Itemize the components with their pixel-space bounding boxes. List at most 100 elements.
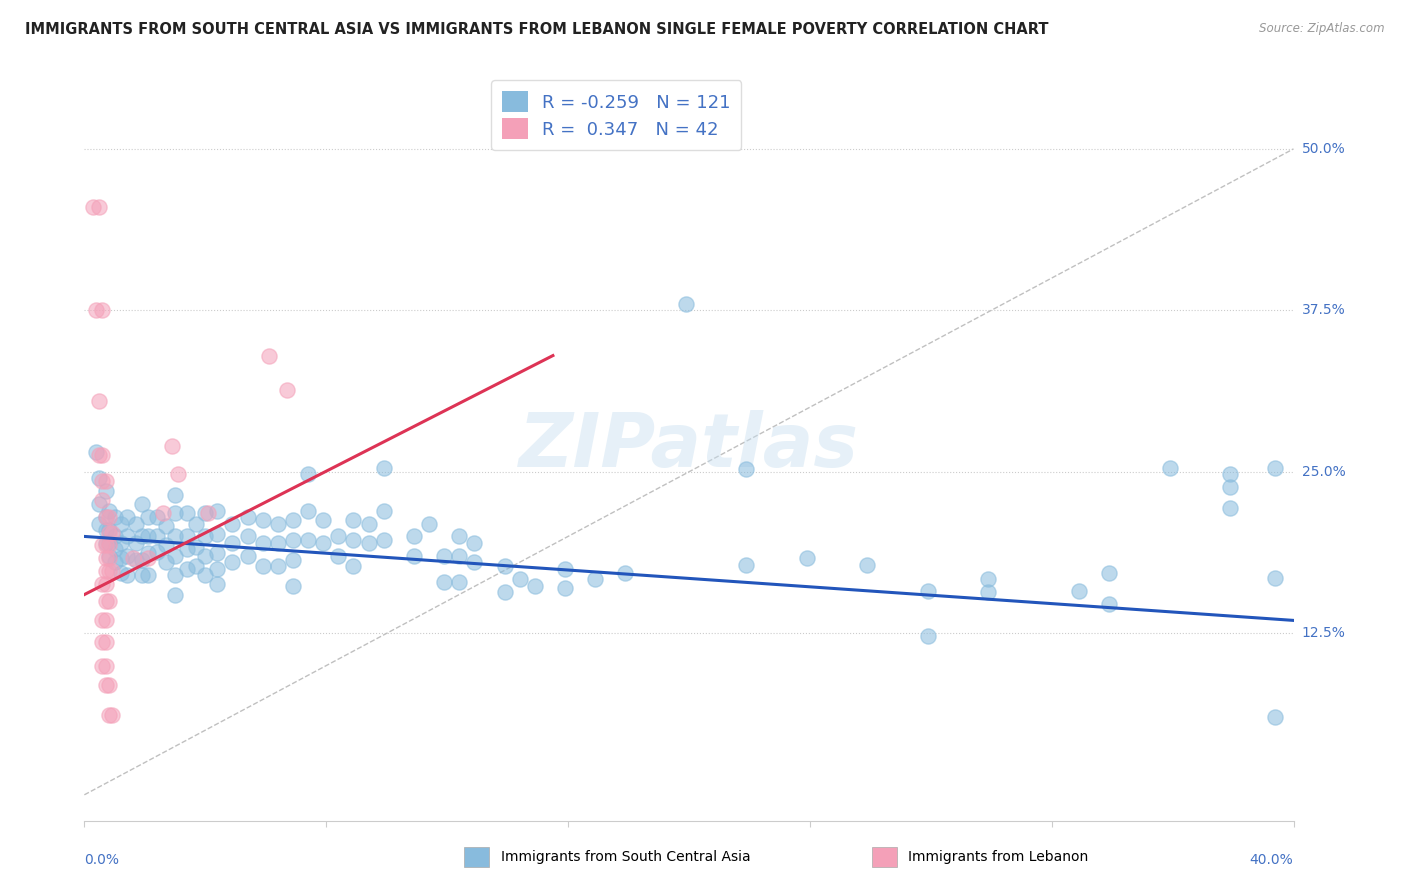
Point: [136, 529, 159, 543]
Point: [342, 513, 364, 527]
Point: [136, 568, 159, 582]
Point: [342, 533, 364, 548]
Point: [165, 488, 187, 502]
Point: [449, 529, 471, 543]
Point: [197, 506, 219, 520]
Point: [297, 467, 319, 482]
Point: [94, 551, 117, 566]
Point: [165, 529, 187, 543]
Bar: [464, 847, 489, 867]
Text: 0.0%: 0.0%: [84, 853, 120, 867]
Point: [94, 539, 117, 553]
Point: [236, 529, 259, 543]
Point: [194, 549, 217, 563]
Point: [373, 461, 395, 475]
Point: [554, 562, 576, 576]
Point: [155, 519, 177, 533]
Point: [373, 533, 395, 548]
Point: [91, 635, 114, 649]
Text: ZIPatlas: ZIPatlas: [519, 409, 859, 483]
Point: [194, 529, 217, 543]
Point: [186, 540, 208, 554]
Point: [165, 549, 187, 563]
Legend: R = -0.259   N = 121, R =  0.347   N = 42: R = -0.259 N = 121, R = 0.347 N = 42: [492, 80, 741, 150]
Point: [1219, 467, 1241, 482]
Point: [449, 574, 471, 589]
Point: [402, 549, 425, 563]
Point: [221, 516, 243, 531]
Point: [91, 474, 114, 488]
Point: [297, 533, 319, 548]
Point: [1159, 461, 1181, 475]
Point: [91, 303, 114, 318]
Point: [165, 506, 187, 520]
Point: [91, 577, 114, 591]
Point: [94, 523, 117, 537]
Point: [276, 384, 298, 398]
Point: [146, 529, 169, 543]
Point: [328, 549, 350, 563]
Point: [267, 516, 290, 531]
Point: [418, 516, 440, 531]
Point: [1067, 583, 1090, 598]
Point: [89, 497, 111, 511]
Point: [207, 577, 229, 591]
Point: [89, 516, 111, 531]
Point: [917, 583, 939, 598]
Point: [100, 525, 122, 540]
Text: 12.5%: 12.5%: [1302, 626, 1346, 640]
Point: [267, 559, 290, 574]
Point: [449, 549, 471, 563]
Point: [97, 549, 120, 563]
Point: [165, 568, 187, 582]
Point: [433, 549, 456, 563]
Point: [94, 510, 117, 524]
Point: [94, 577, 117, 591]
Point: [152, 506, 174, 520]
Point: [97, 707, 120, 722]
Point: [373, 503, 395, 517]
Point: [856, 558, 879, 572]
Point: [97, 594, 120, 608]
Point: [1264, 461, 1286, 475]
Point: [281, 533, 304, 548]
Point: [136, 546, 159, 560]
Point: [252, 536, 274, 550]
Point: [91, 658, 114, 673]
Point: [312, 513, 335, 527]
Point: [97, 523, 120, 537]
Point: [735, 462, 758, 476]
Text: 37.5%: 37.5%: [1302, 303, 1346, 318]
Point: [125, 536, 148, 550]
Point: [155, 555, 177, 569]
Point: [221, 536, 243, 550]
Point: [94, 614, 117, 628]
Point: [160, 439, 183, 453]
Point: [94, 510, 117, 524]
Point: [97, 536, 120, 550]
Point: [94, 658, 117, 673]
Point: [675, 297, 697, 311]
Text: Immigrants from South Central Asia: Immigrants from South Central Asia: [501, 850, 751, 864]
Point: [221, 555, 243, 569]
Point: [328, 529, 350, 543]
Point: [207, 503, 229, 517]
Point: [94, 678, 117, 692]
Point: [194, 506, 217, 520]
Point: [194, 568, 217, 582]
Point: [146, 545, 169, 559]
Point: [131, 552, 153, 566]
Point: [297, 503, 319, 517]
Point: [94, 564, 117, 578]
Point: [131, 568, 153, 582]
Point: [463, 536, 485, 550]
Point: [186, 559, 208, 574]
Point: [433, 574, 456, 589]
Point: [509, 572, 531, 586]
Point: [252, 513, 274, 527]
Point: [1219, 480, 1241, 494]
Point: [110, 516, 132, 531]
Point: [463, 555, 485, 569]
Point: [110, 536, 132, 550]
Point: [104, 529, 127, 543]
